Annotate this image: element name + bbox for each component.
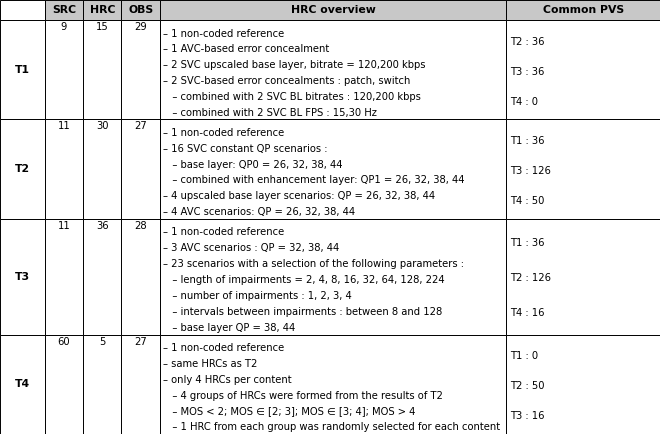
Bar [45, 335, 83, 434]
Text: T3 : 36: T3 : 36 [510, 67, 544, 77]
Text: T4 : 16: T4 : 16 [510, 308, 544, 318]
Text: T2: T2 [15, 164, 30, 174]
Text: 9: 9 [61, 22, 67, 32]
Text: – 4 AVC scenarios: QP = 26, 32, 38, 44: – 4 AVC scenarios: QP = 26, 32, 38, 44 [163, 207, 355, 217]
Bar [121, 219, 160, 335]
Bar [83, 335, 121, 434]
Text: – 1 HRC from each group was randomly selected for each content: – 1 HRC from each group was randomly sel… [163, 422, 500, 432]
Text: – 1 AVC-based error concealment: – 1 AVC-based error concealment [163, 44, 329, 54]
Bar [506, 335, 660, 434]
Bar [83, 0, 121, 20]
Text: HRC overview: HRC overview [290, 5, 376, 15]
Text: – intervals between impairments : between 8 and 128: – intervals between impairments : betwee… [163, 307, 442, 317]
Text: Common PVS: Common PVS [543, 5, 624, 15]
Bar [121, 119, 160, 219]
Text: 11: 11 [57, 122, 71, 132]
Text: 36: 36 [96, 221, 109, 231]
Text: – base layer: QP0 = 26, 32, 38, 44: – base layer: QP0 = 26, 32, 38, 44 [163, 160, 343, 170]
Bar [506, 20, 660, 119]
Text: T1: T1 [15, 65, 30, 75]
Text: T4: T4 [15, 379, 30, 389]
Text: 5: 5 [99, 337, 106, 347]
Bar [121, 335, 160, 434]
Bar [45, 219, 83, 335]
Bar [160, 0, 506, 20]
Text: – base layer QP = 38, 44: – base layer QP = 38, 44 [163, 323, 295, 333]
Bar [45, 0, 83, 20]
Text: – 3 AVC scenarios : QP = 32, 38, 44: – 3 AVC scenarios : QP = 32, 38, 44 [163, 243, 339, 253]
Text: 60: 60 [57, 337, 71, 347]
Bar [506, 0, 660, 20]
Text: – MOS < 2; MOS ∈ [2; 3]; MOS ∈ [3; 4]; MOS > 4: – MOS < 2; MOS ∈ [2; 3]; MOS ∈ [3; 4]; M… [163, 406, 415, 416]
Text: – 1 non-coded reference: – 1 non-coded reference [163, 343, 284, 353]
Bar [160, 219, 506, 335]
Text: T3 : 16: T3 : 16 [510, 411, 544, 421]
Text: – 1 non-coded reference: – 1 non-coded reference [163, 227, 284, 237]
Text: OBS: OBS [128, 5, 153, 15]
Bar [45, 119, 83, 219]
Text: T1 : 36: T1 : 36 [510, 238, 544, 248]
Text: SRC: SRC [52, 5, 76, 15]
Bar [160, 20, 506, 119]
Bar [0, 335, 45, 434]
Text: T1 : 0: T1 : 0 [510, 351, 539, 361]
Text: – number of impairments : 1, 2, 3, 4: – number of impairments : 1, 2, 3, 4 [163, 291, 352, 301]
Text: 27: 27 [134, 122, 147, 132]
Bar [121, 20, 160, 119]
Bar [160, 119, 506, 219]
Text: – combined with 2 SVC BL FPS : 15,30 Hz: – combined with 2 SVC BL FPS : 15,30 Hz [163, 108, 377, 118]
Text: – 4 groups of HRCs were formed from the results of T2: – 4 groups of HRCs were formed from the … [163, 391, 443, 401]
Text: 11: 11 [57, 221, 71, 231]
Text: – 16 SVC constant QP scenarios :: – 16 SVC constant QP scenarios : [163, 144, 327, 154]
Text: – 1 non-coded reference: – 1 non-coded reference [163, 29, 284, 39]
Bar [506, 219, 660, 335]
Text: T2 : 126: T2 : 126 [510, 273, 551, 283]
Text: 30: 30 [96, 122, 108, 132]
Text: – length of impairments = 2, 4, 8, 16, 32, 64, 128, 224: – length of impairments = 2, 4, 8, 16, 3… [163, 275, 444, 285]
Bar [0, 219, 45, 335]
Text: HRC: HRC [90, 5, 115, 15]
Text: – 2 SVC-based error concealments : patch, switch: – 2 SVC-based error concealments : patch… [163, 76, 410, 86]
Text: T4 : 50: T4 : 50 [510, 196, 544, 206]
Bar [121, 0, 160, 20]
Text: T3 : 126: T3 : 126 [510, 166, 551, 176]
Text: T2 : 50: T2 : 50 [510, 381, 544, 391]
Bar [0, 20, 45, 119]
Bar [506, 119, 660, 219]
Bar [83, 119, 121, 219]
Text: T4 : 0: T4 : 0 [510, 97, 538, 107]
Text: T3: T3 [15, 272, 30, 282]
Text: 29: 29 [134, 22, 147, 32]
Text: – only 4 HRCs per content: – only 4 HRCs per content [163, 375, 291, 385]
Text: – combined with enhancement layer: QP1 = 26, 32, 38, 44: – combined with enhancement layer: QP1 =… [163, 175, 464, 185]
Text: T1 : 36: T1 : 36 [510, 136, 544, 146]
Bar [160, 335, 506, 434]
Text: 28: 28 [134, 221, 147, 231]
Text: – 23 scenarios with a selection of the following parameters :: – 23 scenarios with a selection of the f… [163, 259, 464, 269]
Text: 27: 27 [134, 337, 147, 347]
Text: – 2 SVC upscaled base layer, bitrate = 120,200 kbps: – 2 SVC upscaled base layer, bitrate = 1… [163, 60, 425, 70]
Bar [0, 0, 45, 20]
Text: – 4 upscaled base layer scenarios: QP = 26, 32, 38, 44: – 4 upscaled base layer scenarios: QP = … [163, 191, 435, 201]
Bar [83, 20, 121, 119]
Text: 15: 15 [96, 22, 109, 32]
Text: T2 : 36: T2 : 36 [510, 36, 544, 46]
Bar [0, 119, 45, 219]
Bar [45, 20, 83, 119]
Bar [83, 219, 121, 335]
Text: – same HRCs as T2: – same HRCs as T2 [163, 359, 257, 369]
Text: – 1 non-coded reference: – 1 non-coded reference [163, 128, 284, 138]
Text: – combined with 2 SVC BL bitrates : 120,200 kbps: – combined with 2 SVC BL bitrates : 120,… [163, 92, 420, 102]
